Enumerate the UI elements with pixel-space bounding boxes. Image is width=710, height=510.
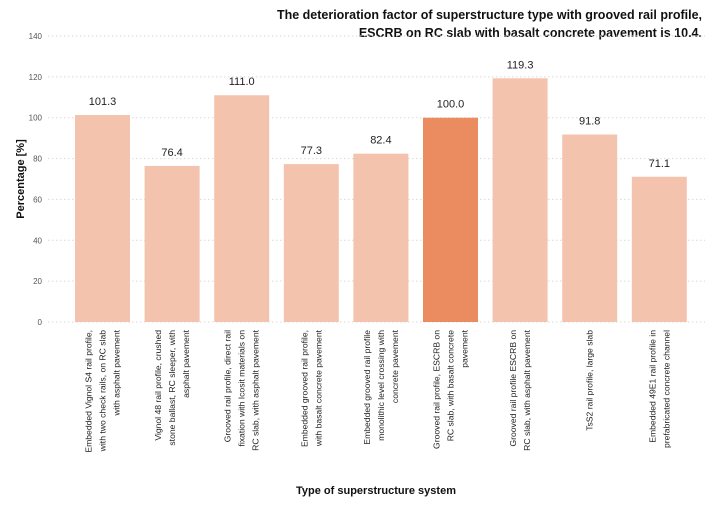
x-tick-label: Embedded grooved rail profile monolithic … — [362, 329, 400, 444]
x-tick-label-line: RC slab, with asphalt pavement — [251, 329, 261, 450]
y-tick-label: 20 — [33, 277, 42, 286]
data-label: 76.4 — [161, 147, 182, 159]
y-tick-label: 100 — [29, 114, 43, 123]
x-tick-label-line: with asphalt pavement — [112, 329, 122, 416]
x-tick-label-line: with two check rails, on RC slab — [98, 330, 108, 453]
bar[interactable] — [353, 153, 409, 322]
x-tick-label-line: monolithic level crossing with — [376, 330, 386, 441]
y-tick-label: 80 — [33, 155, 42, 164]
x-tick-label-line: TsS2 rail profile, large slab — [585, 330, 595, 431]
x-tick-label-line: with basalt concrete pavement — [313, 329, 323, 447]
bar[interactable] — [144, 165, 200, 322]
x-tick-label: Embedded grooved rail profile, with basal… — [299, 329, 323, 447]
x-tick-label: Grooved rail profile, ESCRB on RC slab, w… — [432, 329, 470, 449]
x-tick-label-line: Embedded grooved rail profile — [362, 330, 372, 445]
y-axis-title: Percentage [%] — [15, 139, 27, 219]
data-label: 100.0 — [437, 99, 465, 111]
data-label: 101.3 — [89, 96, 117, 108]
x-tick-label: Embedded 49E1 rail profile in prefabricat… — [647, 330, 671, 448]
x-tick-label-line: Embedded grooved rail profile, — [299, 330, 309, 447]
x-tick-label: TsS2 rail profile, large slab — [585, 330, 595, 431]
x-tick-label-line: asphalt pavement — [181, 329, 191, 397]
bar[interactable] — [214, 95, 270, 322]
x-tick-label: Vignol 48 rail profile, crushed stone bal… — [153, 329, 191, 445]
bar[interactable] — [283, 164, 339, 322]
x-tick-label-line: fixation with Icosit materials on — [237, 330, 247, 447]
bar[interactable] — [423, 117, 478, 322]
x-tick-label-line: RC slab, with asphalt pavement — [522, 329, 532, 450]
data-labels: 101.3 76.4 111.0 77.3 82.4 100.0 119.3 91.8 71.1 — [89, 59, 670, 169]
x-tick-label-line: Grooved rail profile, ESCRB on — [432, 330, 442, 449]
bar[interactable] — [631, 176, 687, 322]
data-label: 91.8 — [579, 115, 600, 127]
data-label: 82.4 — [370, 135, 391, 147]
y-tick-label: 140 — [29, 32, 43, 41]
x-tick-label-line: stone ballast, RC sleeper, with — [167, 330, 177, 446]
y-tick-label: 120 — [29, 73, 43, 82]
bar[interactable] — [562, 134, 618, 322]
data-label: 119.3 — [507, 59, 534, 71]
x-tick-label-line: Vignol 48 rail profile, crushed — [153, 330, 163, 441]
data-label: 77.3 — [301, 145, 322, 157]
x-tick-label-line: RC slab, with basalt concrete — [446, 330, 456, 442]
x-tick-label-line: Embedded Vignol S4 rail profile, — [84, 330, 94, 453]
x-tick-label-line: Grooved rail profile ESCRB on — [508, 330, 518, 447]
bars — [75, 78, 687, 323]
data-label: 71.1 — [649, 158, 670, 170]
x-tick-label: Grooved rail profile, direct rail fixatio… — [223, 329, 261, 450]
y-tick-label: 60 — [33, 195, 42, 204]
x-tick-label-line: Embedded 49E1 rail profile in — [647, 330, 657, 443]
bar[interactable] — [75, 115, 130, 323]
x-axis-title: Type of superstructure system — [296, 485, 456, 497]
x-tick-label-line: concrete pavement — [390, 329, 400, 403]
x-tick-label-line: prefabricated concrete channel — [661, 330, 671, 448]
y-tick-label: 0 — [38, 318, 43, 327]
x-tick-label: Embedded Vignol S4 rail profile, with two… — [84, 329, 122, 452]
y-tick-label: 40 — [33, 236, 42, 245]
bar[interactable] — [492, 78, 548, 322]
data-label: 111.0 — [229, 76, 255, 88]
x-tick-label-line: pavement — [460, 329, 470, 367]
y-axis-ticks: 0 20 40 60 80 100 120 140 — [29, 32, 43, 327]
x-tick-label-line: Grooved rail profile, direct rail — [223, 330, 233, 442]
x-tick-label: Grooved rail profile ESCRB on RC slab, wi… — [508, 329, 532, 450]
x-axis-labels: Embedded Vignol S4 rail profile, with two… — [84, 329, 672, 452]
